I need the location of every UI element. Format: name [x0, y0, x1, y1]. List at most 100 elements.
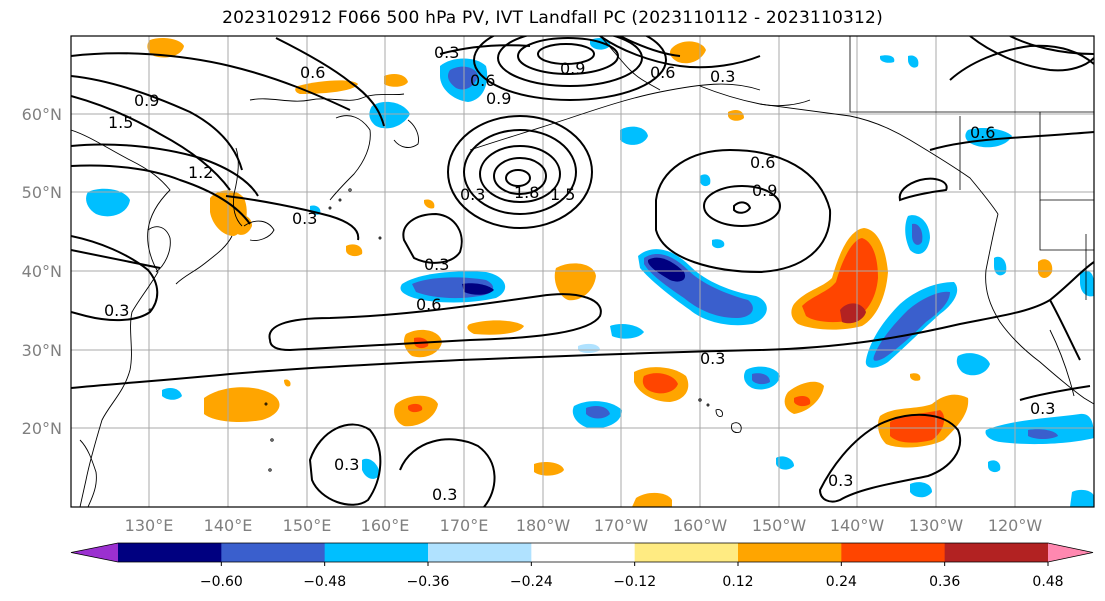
positive-anomaly: [910, 373, 921, 381]
negative-anomaly: [162, 388, 182, 400]
lon-label: 130°E: [125, 516, 174, 535]
negative-anomaly: [86, 188, 130, 217]
negative-anomaly: [1028, 429, 1058, 439]
contour-label: 0.9: [752, 181, 777, 200]
negative-anomaly: [586, 406, 610, 419]
lon-label: 140°W: [830, 516, 885, 535]
colorbar-tick-label: −0.48: [303, 574, 346, 590]
contour-label: 0.9: [486, 89, 511, 108]
graticule: [71, 36, 1094, 507]
positive-anomaly: [384, 74, 408, 87]
contour-label: 0.3: [700, 349, 725, 368]
colorbar-tick-label: 0.24: [826, 574, 857, 590]
negative-anomaly: [988, 460, 1001, 473]
colorbar-extend-low: [71, 543, 118, 562]
colorbar-tick-label: 0.36: [929, 574, 960, 590]
colorbar-tick-label: 0.48: [1032, 574, 1063, 590]
colorbar-extend-high: [1048, 543, 1093, 562]
positive-anomaly: [728, 110, 744, 121]
negative-anomaly: [752, 373, 770, 385]
negative-anomaly: [985, 413, 1094, 445]
latitude-labels: 60°N 50°N 40°N 30°N 20°N: [22, 105, 62, 438]
contour-label: 0.6: [750, 153, 775, 172]
colorbar-segment: [738, 543, 842, 562]
lon-label: 180°W: [516, 516, 571, 535]
positive-anomaly: [467, 320, 524, 335]
lat-label: 40°N: [22, 262, 62, 281]
longitude-labels: 130°E 140°E 150°E 160°E 170°E 180°W 170°…: [125, 516, 1043, 535]
colorbar-segment: [841, 543, 946, 562]
contour-label: 0.3: [434, 43, 459, 62]
lat-label: 30°N: [22, 341, 62, 360]
lon-label: 150°E: [283, 516, 332, 535]
colorbar-segment: [428, 543, 532, 562]
negative-anomaly: [462, 283, 494, 295]
contour-label: 0.3: [292, 209, 317, 228]
positive-anomaly: [295, 80, 358, 94]
positive-anomaly: [1038, 259, 1053, 278]
negative-anomaly: [578, 343, 600, 353]
lat-label: 20°N: [22, 419, 62, 438]
colorbar-segment: [634, 543, 739, 562]
colorbar-segment: [118, 543, 222, 562]
contour-label: 0.3: [1030, 399, 1055, 418]
contour-label-layer: 0.6 0.9 1.5 1.2 0.3 0.3 0.3 0.6 0.3 0.3 …: [104, 43, 1055, 504]
contour-label: 1.2: [188, 163, 213, 182]
contour-label: 0.3: [432, 485, 457, 504]
contour-label: 0.6: [470, 71, 495, 90]
contour-label: 0.6: [300, 63, 325, 82]
negative-anomaly: [912, 223, 923, 245]
positive-anomaly: [408, 403, 423, 413]
colorbar-segment: [324, 543, 429, 562]
positive-anomaly: [424, 199, 435, 209]
negative-anomaly: [362, 458, 380, 479]
positive-anomaly: [794, 396, 811, 407]
lat-label: 50°N: [22, 183, 62, 202]
colorbar-tick-label: −0.24: [510, 574, 553, 590]
negative-anomaly: [908, 55, 919, 68]
contour-label: 1.5: [108, 113, 133, 132]
colorbar-tick-label: −0.12: [613, 574, 656, 590]
negative-anomaly: [448, 66, 478, 90]
negative-anomaly: [965, 128, 1012, 148]
lon-label: 170°W: [594, 516, 649, 535]
negative-anomaly: [910, 482, 932, 498]
colorbar-tick-label: −0.60: [200, 574, 243, 590]
negative-anomaly: [776, 456, 794, 470]
colorbar-segment: [944, 543, 1049, 562]
negative-anomaly: [712, 239, 725, 249]
lon-label: 150°W: [752, 516, 807, 535]
lon-label: 160°W: [673, 516, 728, 535]
lon-label: 120°W: [988, 516, 1043, 535]
shaded-anomalies: [86, 38, 1094, 507]
negative-anomaly: [956, 353, 990, 376]
negative-anomaly: [648, 257, 686, 282]
lat-label: 60°N: [22, 105, 62, 124]
lon-label: 160°E: [361, 516, 410, 535]
contour-label: 0.6: [970, 123, 995, 142]
pv-contours: [71, 36, 1094, 507]
lon-label: 140°E: [204, 516, 253, 535]
contour-label: 0.3: [104, 301, 129, 320]
map-frame: [70, 35, 1095, 508]
colorbar-tick-label: −0.36: [407, 574, 450, 590]
positive-anomaly: [890, 410, 945, 443]
colorbar-outline: [70, 542, 1094, 563]
positive-anomaly: [147, 38, 184, 58]
contour-label: 0.9: [560, 59, 585, 78]
map-title: 2023102912 F066 500 hPa PV, IVT Landfall…: [222, 8, 883, 28]
lon-label: 170°E: [440, 516, 489, 535]
contour-label: 0.3: [828, 471, 853, 490]
contour-label: 0.9: [134, 91, 159, 110]
colorbar-segments: [70, 542, 1094, 563]
map-panel: 0.6 0.9 1.5 1.2 0.3 0.3 0.3 0.6 0.3 0.3 …: [71, 36, 1094, 507]
negative-anomaly: [620, 126, 648, 145]
negative-anomaly: [880, 55, 895, 63]
contour-label: 1.5: [550, 185, 575, 204]
positive-anomaly: [554, 263, 596, 301]
lon-label: 130°W: [909, 516, 964, 535]
contour-label: 0.3: [334, 455, 359, 474]
contour-label: 0.3: [424, 255, 449, 274]
colorbar-segment: [531, 543, 636, 562]
